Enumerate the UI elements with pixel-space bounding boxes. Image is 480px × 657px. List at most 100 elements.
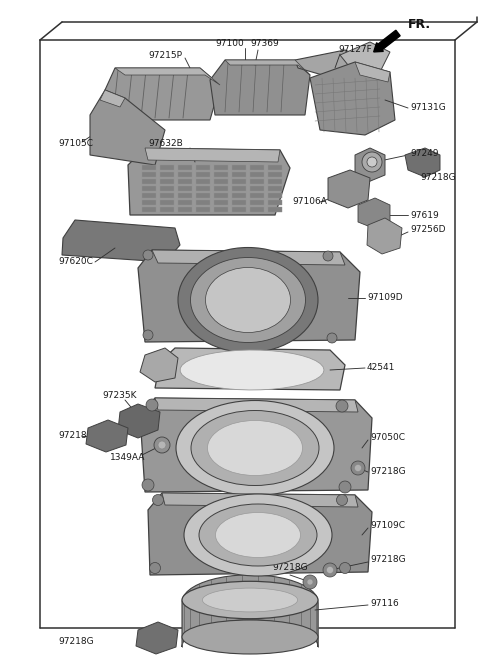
Circle shape xyxy=(143,330,153,340)
Polygon shape xyxy=(142,207,156,212)
Polygon shape xyxy=(160,193,174,198)
Polygon shape xyxy=(148,493,372,575)
Text: 97106A: 97106A xyxy=(292,198,327,206)
Text: 97218G: 97218G xyxy=(370,468,406,476)
Text: 97632B: 97632B xyxy=(148,139,183,148)
Ellipse shape xyxy=(191,258,305,342)
Polygon shape xyxy=(250,200,264,205)
Text: 97218G: 97218G xyxy=(58,432,94,440)
Polygon shape xyxy=(142,193,156,198)
Text: 42541: 42541 xyxy=(367,363,396,373)
Ellipse shape xyxy=(182,620,318,654)
Polygon shape xyxy=(105,68,220,120)
Polygon shape xyxy=(268,207,282,212)
Polygon shape xyxy=(180,350,324,390)
Polygon shape xyxy=(232,200,246,205)
Polygon shape xyxy=(118,404,160,438)
Circle shape xyxy=(303,575,317,589)
Text: 97369: 97369 xyxy=(250,39,279,49)
Polygon shape xyxy=(128,148,290,215)
Text: 1349AA: 1349AA xyxy=(110,453,145,461)
Ellipse shape xyxy=(184,494,332,576)
Polygon shape xyxy=(355,62,390,82)
Ellipse shape xyxy=(178,248,318,353)
Polygon shape xyxy=(225,60,310,75)
Polygon shape xyxy=(145,148,280,162)
Polygon shape xyxy=(178,200,192,205)
Polygon shape xyxy=(358,198,390,228)
Polygon shape xyxy=(160,165,174,170)
Polygon shape xyxy=(155,398,358,412)
Text: 97620C: 97620C xyxy=(58,258,93,267)
Polygon shape xyxy=(160,200,174,205)
Polygon shape xyxy=(232,186,246,191)
Polygon shape xyxy=(310,62,395,135)
Polygon shape xyxy=(268,193,282,198)
Polygon shape xyxy=(90,90,165,165)
Ellipse shape xyxy=(216,512,300,558)
Polygon shape xyxy=(295,50,380,80)
Text: 97218G: 97218G xyxy=(272,564,308,572)
Polygon shape xyxy=(155,348,345,390)
Polygon shape xyxy=(232,172,246,177)
Polygon shape xyxy=(214,165,228,170)
Ellipse shape xyxy=(207,420,302,476)
Polygon shape xyxy=(196,207,210,212)
Text: 97235K: 97235K xyxy=(102,392,136,401)
Polygon shape xyxy=(182,575,318,647)
Polygon shape xyxy=(250,207,264,212)
Polygon shape xyxy=(328,170,370,208)
Ellipse shape xyxy=(182,581,318,619)
Text: 97256D: 97256D xyxy=(410,225,445,235)
Ellipse shape xyxy=(191,411,319,486)
Polygon shape xyxy=(232,207,246,212)
Polygon shape xyxy=(140,348,178,382)
Circle shape xyxy=(149,562,160,574)
Text: 97218G: 97218G xyxy=(370,556,406,564)
Polygon shape xyxy=(142,179,156,184)
Polygon shape xyxy=(196,179,210,184)
Polygon shape xyxy=(268,186,282,191)
Polygon shape xyxy=(250,186,264,191)
Polygon shape xyxy=(214,186,228,191)
Polygon shape xyxy=(160,179,174,184)
Polygon shape xyxy=(210,60,310,115)
Polygon shape xyxy=(196,172,210,177)
Ellipse shape xyxy=(203,588,298,612)
Text: FR.: FR. xyxy=(408,18,431,32)
Text: 97105C: 97105C xyxy=(58,139,93,148)
Circle shape xyxy=(307,579,313,585)
Polygon shape xyxy=(214,179,228,184)
Circle shape xyxy=(146,399,158,411)
Polygon shape xyxy=(268,172,282,177)
Polygon shape xyxy=(196,165,210,170)
Polygon shape xyxy=(196,186,210,191)
FancyArrow shape xyxy=(374,30,400,52)
Polygon shape xyxy=(138,250,360,342)
Circle shape xyxy=(339,481,351,493)
Polygon shape xyxy=(250,179,264,184)
Polygon shape xyxy=(142,172,156,177)
Circle shape xyxy=(351,461,365,475)
Polygon shape xyxy=(214,200,228,205)
Polygon shape xyxy=(136,622,178,654)
Polygon shape xyxy=(152,250,345,265)
Polygon shape xyxy=(142,200,156,205)
Circle shape xyxy=(336,495,348,505)
Circle shape xyxy=(154,437,170,453)
Polygon shape xyxy=(62,220,180,262)
Polygon shape xyxy=(268,179,282,184)
Circle shape xyxy=(143,250,153,260)
Polygon shape xyxy=(405,148,440,177)
Text: 97249: 97249 xyxy=(410,148,439,158)
Polygon shape xyxy=(340,42,390,72)
Polygon shape xyxy=(250,165,264,170)
Polygon shape xyxy=(367,218,402,254)
Circle shape xyxy=(355,464,361,472)
Polygon shape xyxy=(232,179,246,184)
Polygon shape xyxy=(142,186,156,191)
Text: 97619: 97619 xyxy=(410,210,439,219)
Circle shape xyxy=(362,152,382,172)
Text: 97127F: 97127F xyxy=(338,45,372,55)
Circle shape xyxy=(153,495,164,505)
